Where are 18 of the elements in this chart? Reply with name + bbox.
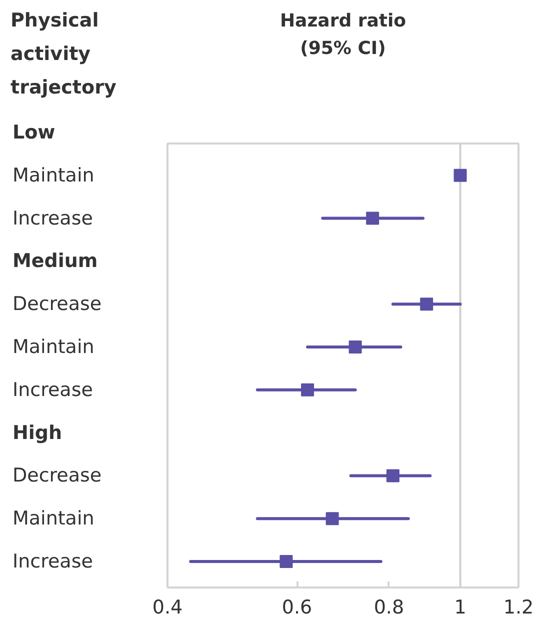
x-tick-label: 0.6 xyxy=(282,596,312,618)
y-tick-label: Decrease xyxy=(12,293,102,316)
y-tick-label: Maintain xyxy=(12,336,94,358)
y-tick-label: Increase xyxy=(12,378,93,401)
y-tick-label: High xyxy=(12,422,62,444)
y-tick-label: Low xyxy=(12,122,56,144)
x-tick-label: 1 xyxy=(454,596,466,618)
y-tick-label: Maintain xyxy=(12,508,94,530)
x-tick-label: 0.8 xyxy=(374,596,404,618)
x-tick-label: 1.2 xyxy=(503,596,534,618)
y-tick-label: Medium xyxy=(12,250,98,272)
y-axis-title: Physical activity trajectory xyxy=(10,10,117,98)
y-tick-label: Increase xyxy=(12,550,93,572)
x-tick-label: 0.4 xyxy=(152,596,183,618)
y-tick-label: Maintain xyxy=(12,164,94,186)
chart-title: Hazard ratio (95% CI) xyxy=(280,10,406,60)
y-tick-label: Increase xyxy=(12,207,93,230)
y-tick-label: Decrease xyxy=(12,464,102,487)
